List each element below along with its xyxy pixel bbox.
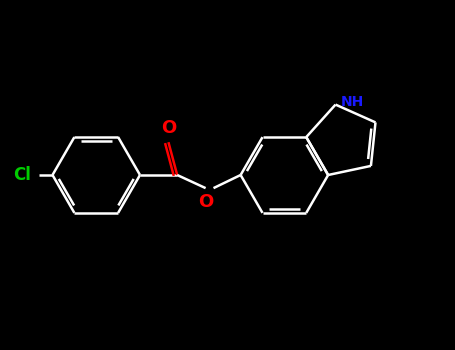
Text: O: O — [198, 193, 213, 211]
Text: NH: NH — [341, 96, 364, 110]
Text: O: O — [161, 119, 176, 137]
Text: Cl: Cl — [13, 166, 30, 184]
